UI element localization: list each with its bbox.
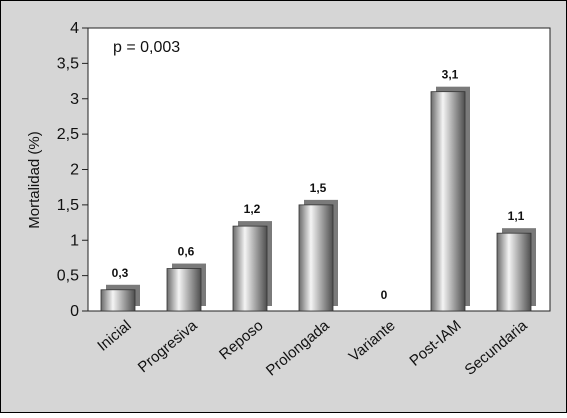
value-label: 0,3 bbox=[112, 266, 129, 280]
value-label: 0,6 bbox=[178, 245, 195, 259]
bar-reposo bbox=[232, 225, 268, 312]
bar-inicial bbox=[100, 289, 136, 312]
bars-group: 0,3 0,6 1,2 1,5 0 3,1 1,1 bbox=[100, 68, 536, 312]
y-tick-label: 3 bbox=[70, 91, 79, 108]
bar-progresiva bbox=[166, 268, 202, 312]
y-tick-label: 2 bbox=[70, 162, 79, 179]
y-tick-label: 0 bbox=[70, 303, 79, 320]
bar-post-iam bbox=[430, 91, 466, 312]
bar-secundaria bbox=[496, 232, 532, 312]
value-label: 1,1 bbox=[508, 209, 525, 223]
value-label: 1,2 bbox=[244, 202, 261, 216]
y-tick-label: 3,5 bbox=[57, 55, 79, 72]
value-label: 1,5 bbox=[310, 181, 327, 195]
bar-prolongada bbox=[298, 204, 334, 312]
y-axis-label: Mortalidad (%) bbox=[26, 131, 43, 229]
value-label: 0 bbox=[381, 288, 388, 302]
y-axis: 0 0,5 1 1,5 2 2,5 3 3,5 4 bbox=[57, 20, 88, 320]
y-tick-label: 2,5 bbox=[57, 126, 79, 143]
y-tick-label: 4 bbox=[70, 20, 79, 37]
y-tick-label: 1,5 bbox=[57, 197, 79, 214]
value-label: 3,1 bbox=[442, 68, 459, 82]
p-value-annotation: p = 0,003 bbox=[113, 39, 180, 56]
y-tick-label: 0,5 bbox=[57, 268, 79, 285]
y-tick-label: 1 bbox=[70, 232, 79, 249]
